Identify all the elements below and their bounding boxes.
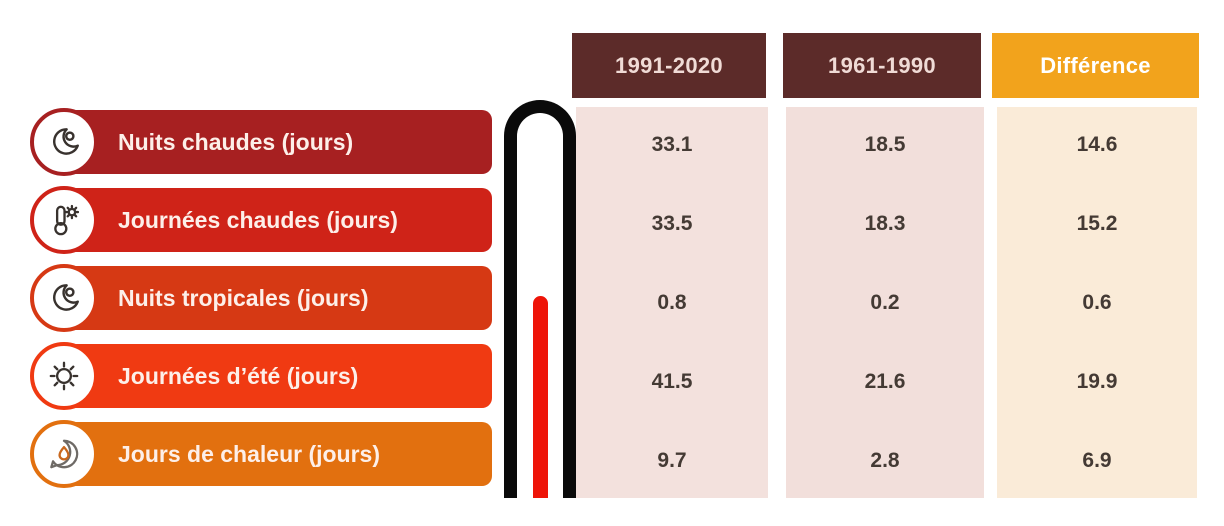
heat-bubble-icon <box>50 439 79 469</box>
column-header-1961-1990: 1961-1990 <box>783 33 981 98</box>
value-cell: 33.1 <box>651 133 693 156</box>
row-label: Nuits chaudes (jours) <box>118 128 354 155</box>
row-pill-jours-chaleur: Jours de chaleur (jours) <box>60 422 492 486</box>
row-pill-nuits-chaudes: Nuits chaudes (jours) <box>60 110 492 174</box>
sun-icon <box>49 361 79 391</box>
row-pill-journees-ete: Journées d’été (jours) <box>60 344 492 408</box>
value-cell: 18.3 <box>864 212 906 235</box>
thermometer-mercury <box>533 296 548 498</box>
value-cell: 15.2 <box>1076 212 1118 235</box>
row-label: Jours de chaleur (jours) <box>118 440 381 467</box>
value-cell: 0.6 <box>1082 291 1112 314</box>
row-icon-circle <box>30 342 98 410</box>
row-pill-nuits-tropicales: Nuits tropicales (jours) <box>60 266 492 330</box>
value-cell: 0.2 <box>870 291 900 314</box>
row-label: Journées d’été (jours) <box>118 362 359 389</box>
row-icon-circle <box>30 108 98 176</box>
column-body-difference <box>997 107 1197 498</box>
row-label: Journées chaudes (jours) <box>118 206 398 233</box>
value-cell: 6.9 <box>1082 449 1112 472</box>
value-cell: 41.5 <box>651 370 693 393</box>
value-cell: 9.7 <box>657 449 687 472</box>
row-label: Nuits tropicales (jours) <box>118 284 369 311</box>
value-cell: 2.8 <box>870 449 900 472</box>
moon-icon <box>52 284 79 311</box>
row-icon-circle <box>30 420 98 488</box>
column-header-1991-2020: 1991-2020 <box>572 33 766 98</box>
thermometer-sun-icon <box>54 204 80 236</box>
value-cell: 14.6 <box>1076 133 1118 156</box>
row-icon-circle <box>30 264 98 332</box>
moon-icon <box>52 128 79 155</box>
value-cell: 21.6 <box>864 370 906 393</box>
value-cell: 33.5 <box>651 212 693 235</box>
row-icon-circle <box>30 186 98 254</box>
column-body-1961-1990 <box>786 107 984 498</box>
row-pill-journees-chaudes: Journées chaudes (jours) <box>60 188 492 252</box>
value-cell: 18.5 <box>864 133 906 156</box>
value-cell: 0.8 <box>657 291 687 314</box>
value-cell: 19.9 <box>1076 370 1118 393</box>
column-body-1991-2020 <box>576 107 768 498</box>
column-header-difference: Différence <box>992 33 1199 98</box>
